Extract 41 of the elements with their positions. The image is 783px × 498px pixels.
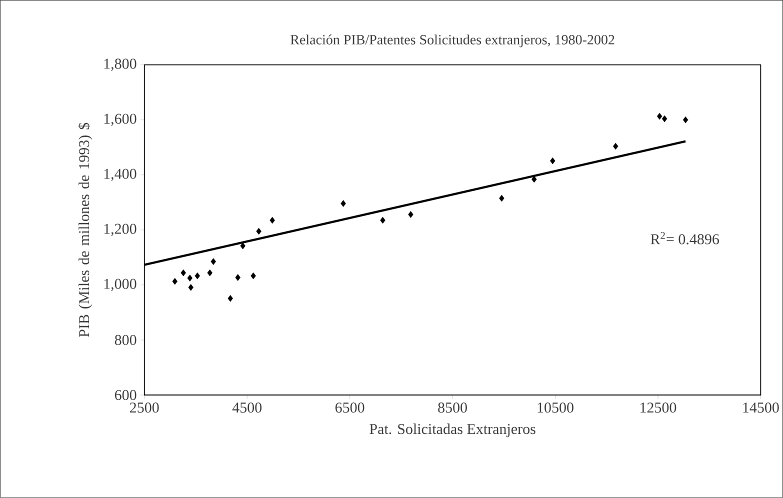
y-tick-label: 1,400 [104, 168, 136, 182]
y-tick-label: 600 [114, 390, 136, 400]
point [656, 112, 662, 120]
point [270, 216, 275, 224]
y-tick-label: 800 [114, 334, 136, 346]
point [408, 211, 414, 218]
point [228, 295, 233, 302]
point [240, 242, 246, 250]
x-tick-label: 10500 [538, 402, 574, 413]
y-tick-label: 1,800 [104, 58, 136, 72]
y-tick-label: 1,600 [104, 114, 136, 126]
point [662, 115, 668, 122]
point [250, 272, 256, 280]
point [340, 200, 346, 207]
point [256, 228, 262, 235]
point [499, 194, 504, 202]
annotation: R$^{2}$= 0.4896 [650, 232, 720, 244]
point [682, 116, 688, 124]
y-tick-label: 1,200 [104, 224, 136, 236]
x-tick-label: 2500 [130, 402, 159, 413]
point [380, 216, 386, 224]
point [194, 272, 200, 280]
point [235, 274, 240, 281]
point [550, 158, 556, 164]
x-tick-label: 14500 [743, 402, 779, 413]
point [188, 284, 194, 291]
point [172, 278, 178, 285]
point [207, 270, 212, 276]
y-axis-title: PIB (Miles de millones de 1993) $ [78, 122, 92, 338]
y-tick-label: 1,000 [104, 278, 136, 292]
x-tick-label: 12500 [640, 402, 676, 413]
x-tick-label: 6500 [335, 402, 364, 413]
x-axis-title: Pat. Solicitadas Extranjeros [370, 424, 536, 438]
point [613, 142, 618, 150]
point [210, 258, 216, 266]
chart-title: Relación PIB/Patentes Solicitudes extranjeros, 1980-2002 [290, 34, 614, 48]
x-tick-label: 4500 [232, 402, 262, 413]
point [180, 270, 186, 276]
point [187, 274, 192, 282]
point [532, 176, 537, 183]
x-tick-label: 8500 [438, 402, 467, 413]
